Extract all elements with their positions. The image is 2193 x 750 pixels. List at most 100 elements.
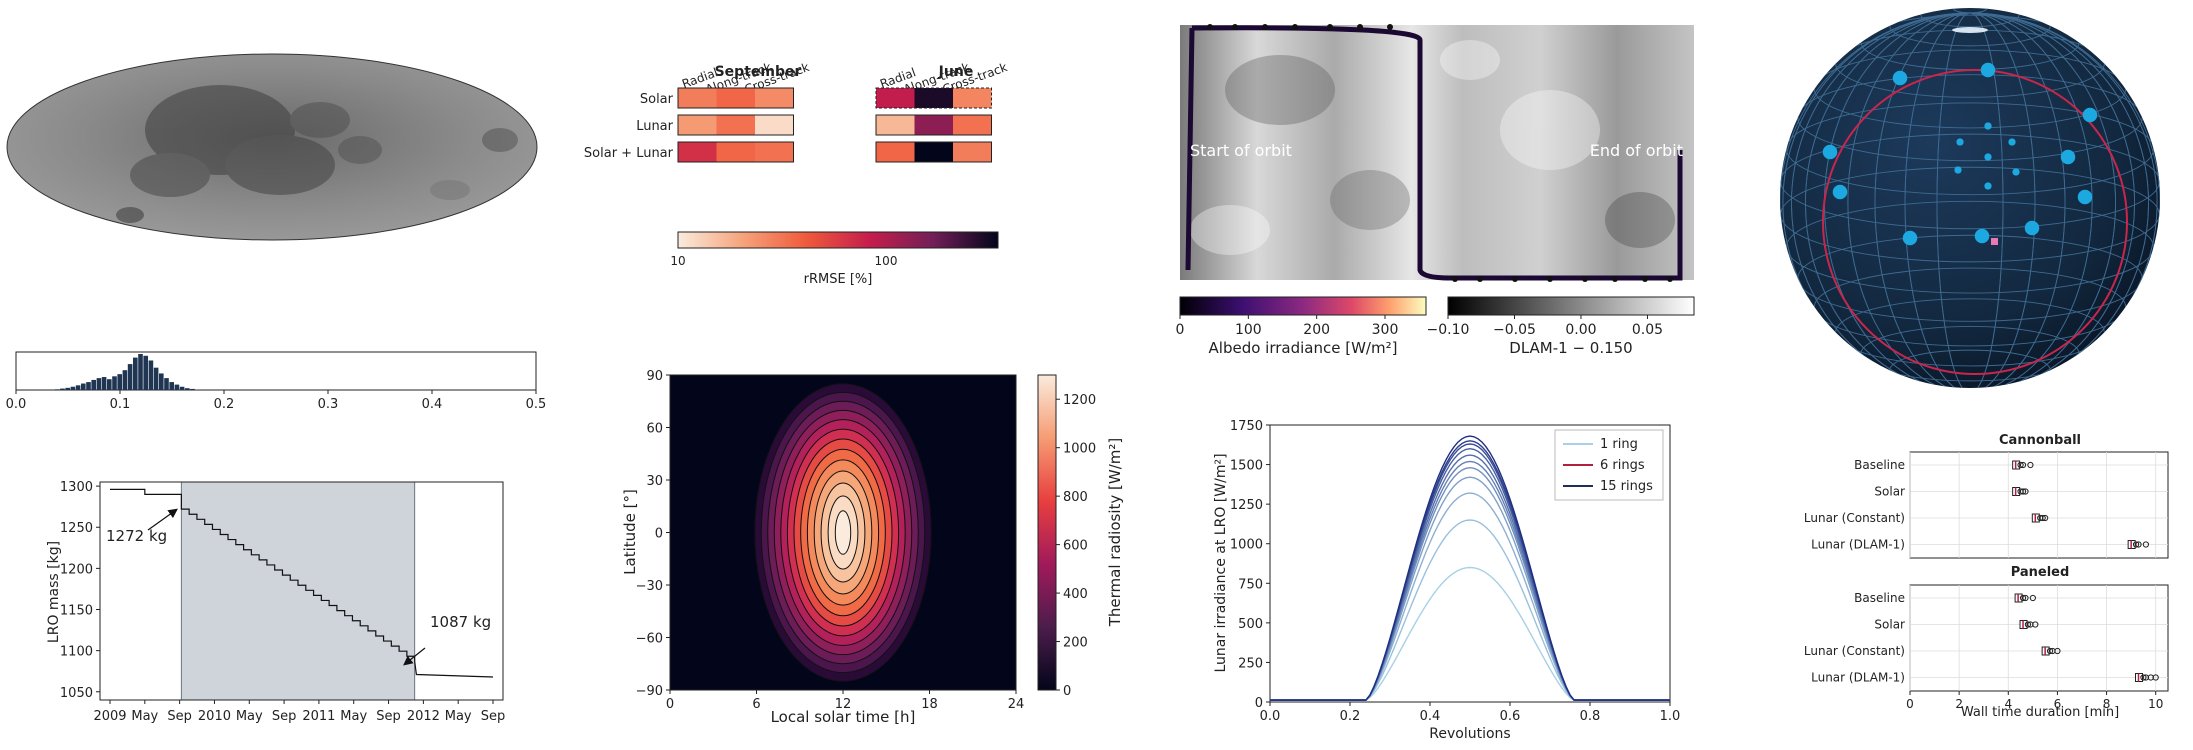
irr-ytick: 1500 [1230,459,1263,474]
ring-sample-point [1954,166,1962,174]
heatmap-cell [716,88,755,108]
mass-ytick: 1250 [60,521,93,536]
orbit-point [1327,24,1333,30]
albedo-map: Start of orbit End of orbit 0 100 200 300 A… [1176,24,1695,357]
heatmap-cell [755,88,794,108]
group-september: September [715,64,802,80]
heatmap-cell [914,142,953,162]
ring-sample-point [1902,230,1918,246]
ring-sample-point [1892,70,1908,86]
orbit-point [1642,276,1648,282]
box-outlier [2032,621,2039,628]
mass-line [110,488,494,678]
mass-xtick: May [340,709,367,724]
mass-xtick: Sep [272,709,297,724]
start-of-orbit-label: Start of orbit [1190,141,1292,160]
histogram: 0.0 0.1 0.2 0.3 0.4 0.5 [6,351,546,412]
hist-bar [179,386,185,390]
ring-sample-point [1822,144,1838,160]
ring-sample-point [2024,220,2040,236]
hist-bar [185,388,190,390]
box-xtick: 2 [1955,697,1963,711]
heatmap-cell [914,88,953,108]
mass-ytick: 1150 [60,604,93,619]
hist-bar [55,389,60,390]
radiosity-contour [834,510,852,555]
dlam-cbar-tick: −0.05 [1493,322,1536,338]
heatmap-cell [876,88,915,108]
hist-bar [159,373,164,390]
orbit-point [1262,24,1268,30]
ring-sample-point [2012,168,2020,176]
mass-xtick: May [445,709,472,724]
box-outlier [2019,488,2027,495]
hist-bar [91,379,96,390]
orbit-point [1207,24,1213,30]
dlam-cbar-label: DLAM-1 − 0.150 [1509,339,1632,357]
box-outlier [2142,541,2149,548]
box-outlier [2019,594,2027,602]
rad-ylabel: Latitude [°] [621,489,639,575]
box-category-label: Lunar (DLAM-1) [1811,671,1905,685]
heatmap-cell [953,88,992,108]
annotation-1272: 1272 kg [106,527,167,545]
irr-ytick: 0 [1255,696,1263,711]
dlam-cbar-tick: −0.10 [1427,322,1470,338]
orbit-point [1232,24,1238,30]
irr-xtick: 0.8 [1580,709,1601,724]
mass-xtick: May [236,709,263,724]
box-xtick: 0 [1906,697,1914,711]
box-outlier [2027,461,2034,469]
mass-xtick: 2011 [302,709,335,724]
mass-xtick: Sep [376,709,401,724]
hist-bar [70,386,76,390]
box-outlier [2046,647,2054,655]
orbit-point [1387,24,1393,30]
dlam-cbar-tick: 0.05 [1632,322,1663,338]
irr-ytick: 250 [1238,656,1263,671]
mass-xtick: Sep [167,709,192,724]
rad-xtick: 12 [835,697,852,712]
irr-ytick: 1250 [1230,498,1263,513]
box-category-label: Solar [1874,618,1905,632]
heatmap-cell [953,142,992,162]
rad-xtick: 18 [921,697,938,712]
irr-xlabel: Revolutions [1429,726,1510,742]
mass-xtick: 2009 [93,709,126,724]
heatmap-row-label: Lunar [636,119,673,134]
hist-bar [101,377,107,390]
rad-ytick: 90 [646,370,663,384]
rad-ytick: −90 [636,684,663,699]
heatmap-row-label: Solar [640,92,674,107]
title-paneled: Paneled [2011,565,2070,580]
rad-cbar-tick: 600 [1063,539,1088,554]
ring-sample-point [2060,149,2076,165]
box-xtick: 6 [2054,697,2062,711]
rad-xtick: 6 [752,697,760,712]
legend-6-rings: 6 rings [1600,458,1645,473]
end-of-orbit-label: End of orbit [1590,141,1683,160]
ring-sample-point [2008,138,2016,146]
hist-xtick: 0.0 [6,397,27,412]
hist-xtick: 0.1 [110,397,131,412]
irr-ytick: 750 [1238,577,1263,592]
heatmap-cell [953,115,992,135]
ring-sample-point [2082,107,2098,123]
box-category-label: Lunar (Constant) [1804,511,1905,525]
moon-map [6,53,538,241]
irr-xtick: 1.0 [1660,709,1681,724]
ring-sample-point [1984,182,1992,190]
ring-sample-point [1956,138,1964,146]
ring-sample-point [1980,62,1996,78]
box-category-label: Lunar (DLAM-1) [1811,538,1905,552]
hist-bar [148,360,154,390]
irradiance-chart: 0.0 0.2 0.4 0.6 0.8 1.0 0 250 500 750 1000 1250 150… [1213,419,1681,742]
cbar-tick-100: 100 [875,254,898,268]
hist-bar [164,378,169,390]
orbit-point [1292,24,1298,30]
hist-bar [127,364,133,390]
cbar-label: rRMSE [%] [804,272,873,287]
mass-ytick: 1200 [60,562,93,577]
box-outlier [2054,647,2061,655]
hist-bar [86,382,91,390]
